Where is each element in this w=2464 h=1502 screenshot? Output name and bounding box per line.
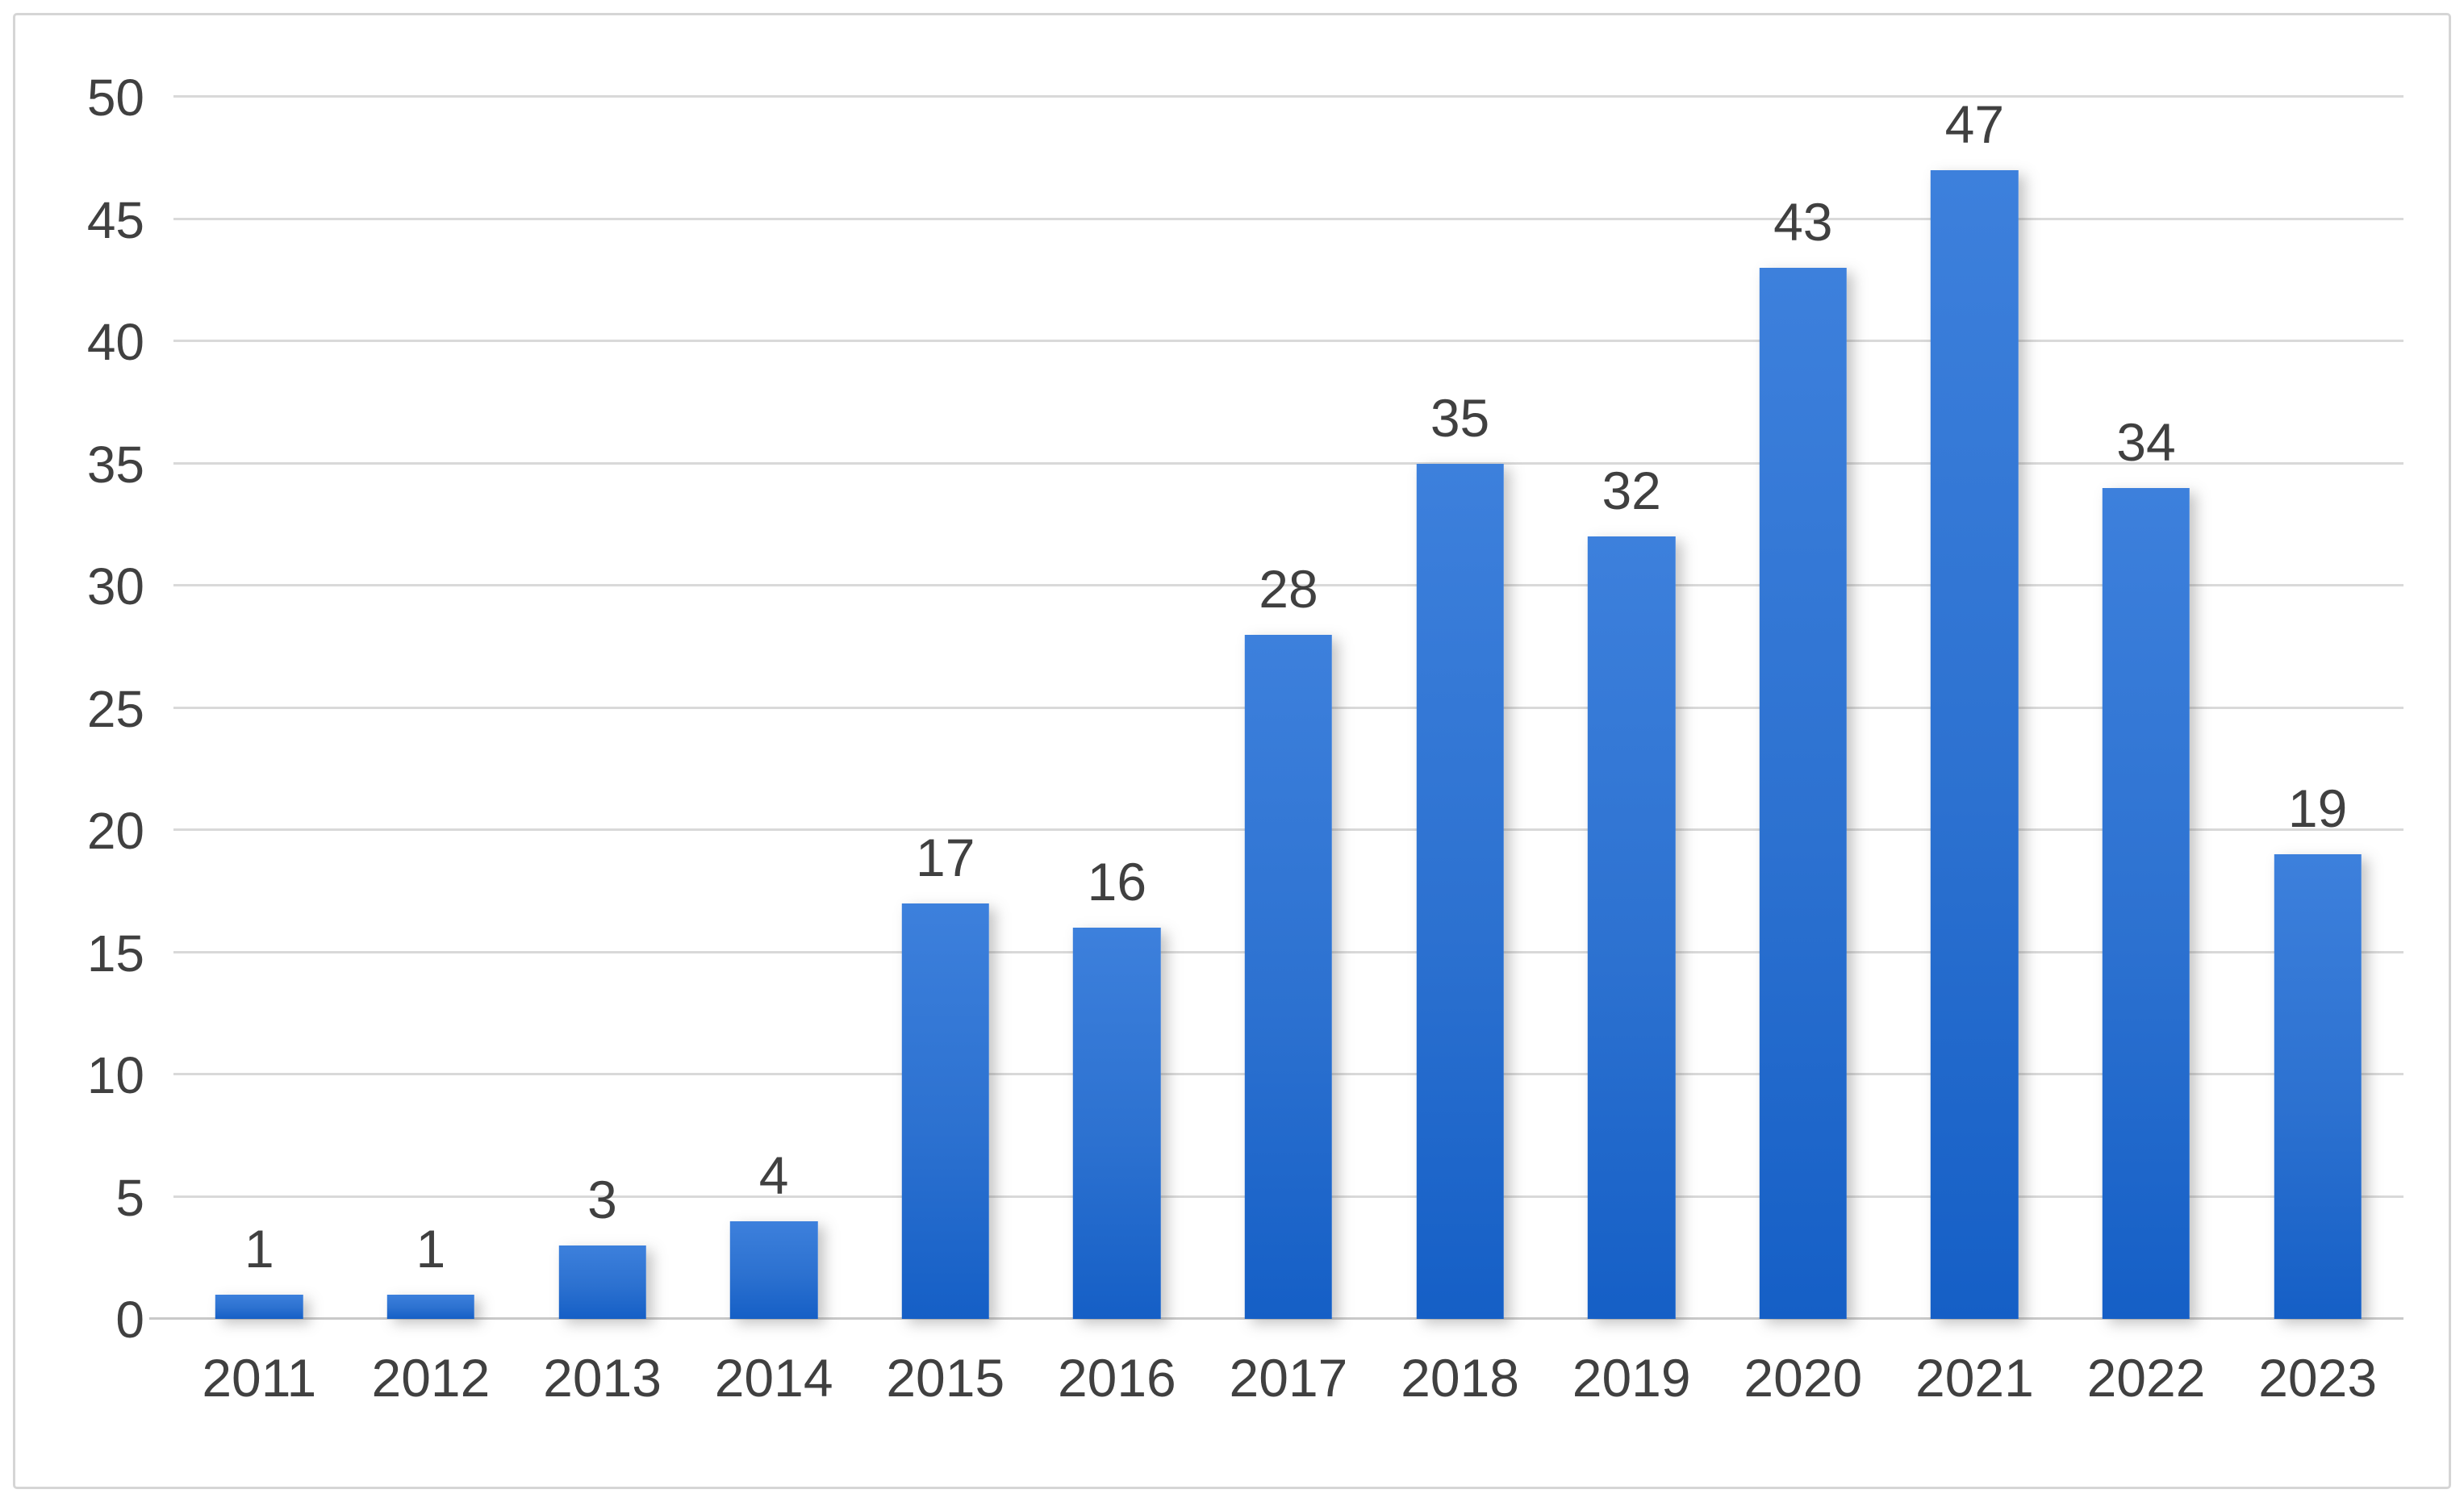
y-tick-label-40: 40 (86, 313, 144, 371)
bar-2022 (2102, 487, 2190, 1319)
y-tick-label-10: 10 (86, 1046, 144, 1104)
x-tick-label-2021: 2021 (1915, 1348, 2034, 1408)
x-tick-label-2014: 2014 (714, 1348, 833, 1408)
bar-2015 (901, 903, 989, 1319)
y-tick-label-15: 15 (86, 924, 144, 983)
x-tick-label-2018: 2018 (1401, 1348, 1519, 1408)
bar-2016 (1073, 928, 1161, 1319)
data-label-2023: 19 (2287, 778, 2348, 839)
y-axis-tick-labels: 0 5 10 15 20 25 30 35 40 45 50 (15, 72, 144, 1346)
data-label-2016: 16 (1087, 852, 1147, 912)
y-tick-label-50: 50 (86, 69, 144, 127)
data-label-2011: 1 (244, 1218, 274, 1279)
bar-2017 (1244, 634, 1333, 1319)
x-tick-label-2019: 2019 (1572, 1348, 1691, 1408)
bar-2019 (1587, 536, 1676, 1319)
category-2021: 47 (1889, 97, 2061, 1319)
x-tick-label-2023: 2023 (2258, 1348, 2378, 1408)
bar-2013 (558, 1245, 646, 1319)
bar-2012 (386, 1294, 475, 1319)
bar-2014 (729, 1220, 818, 1319)
bar-2021 (1931, 169, 2019, 1319)
y-tick-label-20: 20 (86, 802, 144, 860)
category-2016: 16 (1031, 97, 1203, 1319)
data-label-2015: 17 (916, 827, 975, 887)
category-2011: 1 (173, 97, 345, 1319)
data-label-2020: 43 (1773, 192, 1833, 252)
bar-2020 (1759, 268, 1847, 1319)
y-tick-label-35: 35 (86, 435, 144, 494)
data-label-2022: 34 (2116, 411, 2176, 472)
category-2022: 34 (2061, 97, 2232, 1319)
category-2013: 3 (516, 97, 688, 1319)
x-tick-label-2011: 2011 (202, 1348, 317, 1408)
category-2017: 28 (1203, 97, 1375, 1319)
category-2019: 32 (1546, 97, 1718, 1319)
y-tick-label-45: 45 (86, 190, 144, 249)
bars-layer: 1 1 3 4 17 16 28 35 32 43 47 34 19 (173, 97, 2403, 1319)
y-tick-label-25: 25 (86, 679, 144, 738)
category-2018: 35 (1374, 97, 1546, 1319)
data-label-2017: 28 (1259, 558, 1318, 619)
category-2020: 43 (1717, 97, 1889, 1319)
gridline-50 (173, 95, 2403, 98)
y-tick-label-5: 5 (115, 1168, 144, 1227)
data-label-2014: 4 (758, 1145, 789, 1205)
category-2014: 4 (688, 97, 860, 1319)
x-tick-label-2015: 2015 (886, 1348, 1005, 1408)
x-tick-label-2012: 2012 (371, 1348, 491, 1408)
x-tick-label-2017: 2017 (1229, 1348, 1348, 1408)
x-axis-category-labels: 2011 2012 2013 2014 2015 2016 2017 2018 2019 2020… (173, 1351, 2403, 1424)
gridline-45 (173, 217, 2403, 220)
x-tick-label-2013: 2013 (543, 1348, 662, 1408)
bar-2018 (1416, 463, 1504, 1319)
data-label-2013: 3 (587, 1170, 617, 1230)
category-2015: 17 (859, 97, 1031, 1319)
category-2023: 19 (2232, 97, 2403, 1319)
data-label-2019: 32 (1602, 461, 1661, 521)
plot-area: 1 1 3 4 17 16 28 35 32 43 47 34 19 (149, 95, 2403, 1320)
category-2012: 1 (345, 97, 517, 1319)
gridline-40 (173, 340, 2403, 342)
chart-frame: 0 5 10 15 20 25 30 35 40 45 50 1 1 3 4 17 16 28 35 32 43 47 3… (13, 13, 2451, 1489)
gridline-30 (173, 584, 2403, 586)
x-tick-label-2022: 2022 (2086, 1348, 2206, 1408)
x-tick-label-2016: 2016 (1057, 1348, 1176, 1408)
y-tick-label-30: 30 (86, 557, 144, 615)
data-label-2018: 35 (1430, 387, 1490, 448)
data-label-2012: 1 (416, 1218, 446, 1279)
x-tick-label-2020: 2020 (1744, 1348, 1863, 1408)
bar-2023 (2274, 854, 2362, 1319)
y-tick-label-0: 0 (115, 1291, 144, 1349)
gridline-35 (173, 461, 2403, 465)
data-label-2021: 47 (1944, 94, 2005, 154)
bar-2011 (215, 1294, 303, 1319)
